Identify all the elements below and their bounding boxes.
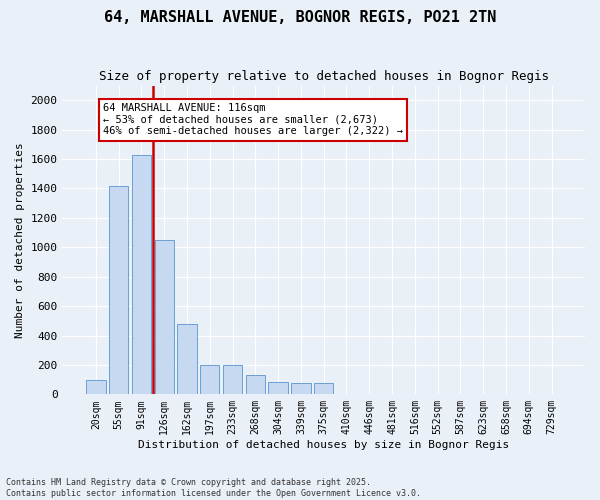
Bar [86, 380, 106, 394]
Title: Size of property relative to detached houses in Bognor Regis: Size of property relative to detached ho… [99, 70, 549, 83]
Bar [155, 240, 174, 394]
Text: Contains HM Land Registry data © Crown copyright and database right 2025.
Contai: Contains HM Land Registry data © Crown c… [6, 478, 421, 498]
Bar [268, 382, 288, 394]
Text: 64, MARSHALL AVENUE, BOGNOR REGIS, PO21 2TN: 64, MARSHALL AVENUE, BOGNOR REGIS, PO21 … [104, 10, 496, 25]
Y-axis label: Number of detached properties: Number of detached properties [15, 142, 25, 338]
Bar [314, 384, 334, 394]
Text: 64 MARSHALL AVENUE: 116sqm
← 53% of detached houses are smaller (2,673)
46% of s: 64 MARSHALL AVENUE: 116sqm ← 53% of deta… [103, 103, 403, 136]
Bar [245, 375, 265, 394]
Bar [223, 365, 242, 394]
Bar [291, 382, 311, 394]
Bar [132, 154, 151, 394]
Bar [200, 365, 220, 394]
Bar [178, 324, 197, 394]
Bar [109, 186, 128, 394]
X-axis label: Distribution of detached houses by size in Bognor Regis: Distribution of detached houses by size … [138, 440, 509, 450]
